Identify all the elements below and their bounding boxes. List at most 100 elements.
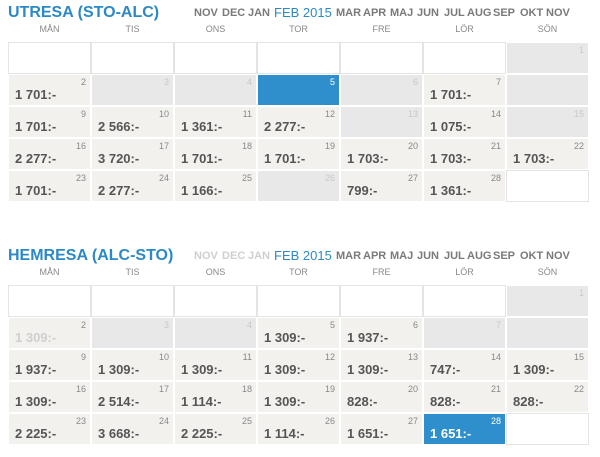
empty-cell xyxy=(423,42,506,74)
day-cell[interactable]: 14 747:- xyxy=(423,349,506,381)
price: 2 225:- xyxy=(181,426,223,441)
month-tab[interactable]: AUG xyxy=(467,7,492,19)
month-tab: NOV xyxy=(194,250,218,262)
day-cell[interactable]: 11 1 309:- xyxy=(174,349,257,381)
day-cell[interactable]: 11 1 361:- xyxy=(174,106,257,138)
month-tab[interactable]: MAJ xyxy=(390,250,414,262)
day-cell[interactable]: 12 1 309:- xyxy=(257,349,340,381)
day-cell[interactable]: 21 1 703:- xyxy=(423,138,506,170)
month-tab[interactable]: JUL xyxy=(444,250,465,262)
month-tab[interactable]: SEP xyxy=(493,7,516,19)
day-cell[interactable]: 28 1 651:- xyxy=(423,413,506,445)
day-cell[interactable]: 27 799:- xyxy=(340,170,423,202)
price: 3 668:- xyxy=(98,426,140,441)
day-cell[interactable]: 22 1 703:- xyxy=(506,138,589,170)
day-cell[interactable]: 2 1 701:- xyxy=(8,74,91,106)
day-cell[interactable]: 2 1 309:- xyxy=(8,317,91,349)
month-tab[interactable]: APR xyxy=(363,7,387,19)
month-tab[interactable]: OKT xyxy=(520,7,544,19)
day-cell: 13 xyxy=(340,106,423,138)
price: 2 277:- xyxy=(264,119,306,134)
price: 1 309:- xyxy=(264,394,306,409)
day-cell[interactable]: 5 xyxy=(257,74,340,106)
month-tab[interactable]: JAN xyxy=(248,7,271,19)
month-tab[interactable]: SEP xyxy=(493,250,516,262)
month-tab[interactable]: AUG xyxy=(467,250,492,262)
day-number: 20 xyxy=(407,384,418,394)
day-cell[interactable]: 13 1 309:- xyxy=(340,349,423,381)
month-tab[interactable]: MAJ xyxy=(390,7,414,19)
day-cell[interactable]: 25 1 166:- xyxy=(174,170,257,202)
day-cell[interactable]: 7 1 701:- xyxy=(423,74,506,106)
day-cell[interactable]: 18 1 701:- xyxy=(174,138,257,170)
month-tab[interactable]: JUN xyxy=(417,250,440,262)
day-number: 19 xyxy=(324,141,335,151)
day-cell: 7 xyxy=(423,317,506,349)
day-cell[interactable]: 27 1 651:- xyxy=(340,413,423,445)
price: 1 309:- xyxy=(513,362,555,377)
day-cell[interactable]: 14 1 075:- xyxy=(423,106,506,138)
day-cell[interactable]: 6 1 937:- xyxy=(340,317,423,349)
empty-cell xyxy=(423,285,506,317)
day-cell[interactable]: 16 1 309:- xyxy=(8,381,91,413)
empty-cell xyxy=(174,42,257,74)
day-cell[interactable]: 20 828:- xyxy=(340,381,423,413)
day-cell[interactable]: 9 1 937:- xyxy=(8,349,91,381)
month-tab[interactable]: NOV xyxy=(546,250,570,262)
day-number: 2 xyxy=(80,77,86,87)
day-cell[interactable]: 19 1 701:- xyxy=(257,138,340,170)
day-number: 11 xyxy=(242,109,252,119)
day-cell[interactable]: 28 1 361:- xyxy=(423,170,506,202)
day-number: 16 xyxy=(75,384,86,394)
day-cell[interactable]: 19 1 309:- xyxy=(257,381,340,413)
day-number: 24 xyxy=(158,173,169,183)
day-cell[interactable]: 22 828:- xyxy=(506,381,589,413)
day-cell: 1 xyxy=(506,42,589,74)
day-number: 7 xyxy=(495,320,501,330)
day-cell[interactable]: 5 1 309:- xyxy=(257,317,340,349)
month-tab[interactable]: NOV xyxy=(194,7,218,19)
day-number: 22 xyxy=(573,141,584,151)
price: 2 277:- xyxy=(15,151,57,166)
price: 1 166:- xyxy=(181,183,223,198)
day-cell[interactable]: 23 2 225:- xyxy=(8,413,91,445)
day-cell[interactable]: 17 2 514:- xyxy=(91,381,174,413)
day-cell[interactable]: 15 1 309:- xyxy=(506,349,589,381)
month-tab[interactable]: APR xyxy=(363,250,387,262)
day-number: 11 xyxy=(242,352,252,362)
day-cell[interactable]: 24 2 277:- xyxy=(91,170,174,202)
month-tab[interactable]: FEB 2015 xyxy=(274,248,332,263)
month-tab[interactable]: NOV xyxy=(546,7,570,19)
day-number: 16 xyxy=(75,141,86,151)
month-tab[interactable]: OKT xyxy=(520,250,544,262)
month-tab[interactable]: DEC xyxy=(222,7,246,19)
day-cell[interactable]: 10 1 309:- xyxy=(91,349,174,381)
section-title: UTRESA (STO-ALC) xyxy=(8,4,160,21)
day-cell[interactable]: 16 2 277:- xyxy=(8,138,91,170)
day-cell[interactable]: 21 828:- xyxy=(423,381,506,413)
month-tab[interactable]: FEB 2015 xyxy=(274,5,332,20)
day-cell: 3 xyxy=(91,74,174,106)
day-cell[interactable]: 12 2 277:- xyxy=(257,106,340,138)
day-cell[interactable]: 9 1 701:- xyxy=(8,106,91,138)
day-cell[interactable]: 25 2 225:- xyxy=(174,413,257,445)
month-tab[interactable]: JUL xyxy=(444,7,465,19)
day-cell[interactable]: 20 1 703:- xyxy=(340,138,423,170)
day-cell[interactable]: 10 2 566:- xyxy=(91,106,174,138)
day-cell[interactable]: 18 1 114:- xyxy=(174,381,257,413)
month-tab[interactable]: JUN xyxy=(417,7,440,19)
day-cell[interactable]: 23 1 701:- xyxy=(8,170,91,202)
day-cell[interactable]: 17 3 720:- xyxy=(91,138,174,170)
day-number: 18 xyxy=(241,384,252,394)
day-number: 14 xyxy=(490,109,501,119)
day-cell[interactable]: 24 3 668:- xyxy=(91,413,174,445)
price: 1 703:- xyxy=(347,151,389,166)
weekday-label: SÖN xyxy=(537,24,558,34)
price: 799:- xyxy=(347,183,378,198)
month-tab[interactable]: MAR xyxy=(336,7,362,19)
weekday-label: ONS xyxy=(205,24,226,34)
day-cell: 3 xyxy=(91,317,174,349)
day-cell[interactable]: 26 1 114:- xyxy=(257,413,340,445)
month-tab[interactable]: MAR xyxy=(336,250,362,262)
day-number: 13 xyxy=(407,352,418,362)
